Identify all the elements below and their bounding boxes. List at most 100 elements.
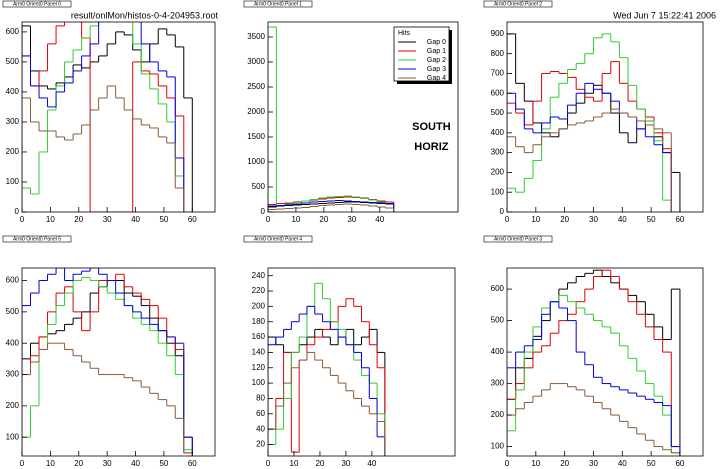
panel-title-box — [483, 235, 553, 243]
legend-label: Gap 4 — [427, 75, 446, 82]
frame — [267, 267, 456, 457]
panel: Arm0 Orient0 Panel 0 0 100 200 300 400 500 600 0… — [2, 0, 216, 224]
y-tick-label: 400 — [491, 347, 505, 356]
y-tick-label: 120 — [252, 363, 266, 372]
y-tick-label: 500 — [6, 57, 20, 66]
x-tick-label: 40 — [367, 459, 376, 468]
x-tick-label: 20 — [74, 459, 83, 468]
x-tick-label: 60 — [188, 459, 197, 468]
y-tick-label: 2500 — [247, 82, 265, 91]
y-tick-label: 3000 — [247, 57, 265, 66]
x-tick-label: 40 — [375, 215, 384, 224]
y-tick-label: 400 — [491, 128, 505, 137]
y-tick-label: 400 — [6, 87, 20, 96]
y-tick-label: 220 — [252, 286, 266, 295]
x-tick-label: 40 — [131, 459, 140, 468]
x-tick-label: 10 — [531, 215, 540, 224]
panel-title-box — [483, 0, 553, 8]
frame — [506, 267, 704, 457]
x-tick-label: 20 — [560, 459, 569, 468]
panel: Arm0 Orient0 Panel 420406080100120140160… — [243, 235, 456, 468]
y-tick-label: 0 — [15, 207, 20, 216]
legend-label: Gap 2 — [427, 57, 446, 64]
y-tick-label: 140 — [252, 348, 266, 357]
y-tick-label: 600 — [491, 284, 505, 293]
x-tick-label: 40 — [618, 459, 627, 468]
y-tick-label: 1000 — [247, 157, 265, 166]
y-tick-label: 100 — [491, 442, 505, 451]
panel-title-box — [243, 235, 313, 243]
y-tick-label: 160 — [252, 332, 266, 341]
x-tick-label: 30 — [103, 215, 112, 224]
x-tick-label: 30 — [589, 215, 598, 224]
y-tick-label: 40 — [256, 424, 265, 433]
x-tick-label: 50 — [159, 215, 168, 224]
y-tick-label: 20 — [256, 440, 265, 449]
legend-box — [393, 26, 450, 82]
annotation: HORIZ — [414, 141, 449, 153]
y-tick-label: 600 — [491, 88, 505, 97]
legend-label: Gap 1 — [427, 48, 446, 55]
legend-title: Hits — [398, 30, 411, 37]
plot-area — [22, 268, 193, 456]
y-tick-label: 2000 — [247, 107, 265, 116]
x-tick-label: 10 — [290, 459, 299, 468]
panel-title: Arm0 Orient0 Panel 2 — [494, 2, 542, 8]
y-tick-label: 500 — [252, 182, 266, 191]
panel-title: Arm0 Orient0 Panel 0 — [13, 2, 61, 8]
y-tick-label: 600 — [6, 276, 20, 285]
y-tick-label: 200 — [6, 147, 20, 156]
x-tick-label: 30 — [589, 459, 598, 468]
y-tick-label: 1500 — [247, 132, 265, 141]
x-tick-label: 50 — [647, 215, 656, 224]
frame — [506, 21, 704, 213]
y-tick-label: 200 — [491, 168, 505, 177]
y-tick-label: 700 — [491, 69, 505, 78]
y-tick-label: 200 — [6, 401, 20, 410]
frame — [21, 267, 216, 457]
y-tick-label: 200 — [491, 410, 505, 419]
y-tick-label: 0 — [261, 207, 266, 216]
y-tick-label: 100 — [6, 177, 20, 186]
x-tick-label: 0 — [505, 215, 510, 224]
panel: Arm0 Orient0 Panel 5 100 200 300 400 500 600 0 1… — [2, 235, 216, 468]
y-tick-label: 500 — [6, 307, 20, 316]
frame — [267, 21, 459, 213]
x-tick-label: 30 — [347, 215, 356, 224]
y-tick-label: 300 — [6, 370, 20, 379]
plot-area — [507, 269, 681, 456]
x-tick-label: 20 — [560, 215, 569, 224]
legend-label: Gap 0 — [427, 39, 446, 46]
y-tick-label: 900 — [491, 29, 505, 38]
panel: Arm0 Orient0 Panel 3 100 200 300 400 500 600 0 1… — [483, 235, 704, 468]
file-name: result/onlMon/histos-0-4-204953.root — [71, 10, 219, 20]
x-tick-label: 20 — [74, 215, 83, 224]
y-tick-label: 400 — [6, 338, 20, 347]
x-tick-label: 60 — [675, 215, 684, 224]
panel-title: Arm0 Orient0 Panel 1 — [254, 2, 302, 8]
x-tick-label: 20 — [315, 459, 324, 468]
x-tick-label: 20 — [319, 215, 328, 224]
panel-title-box — [243, 0, 313, 8]
y-tick-label: 200 — [252, 301, 266, 310]
y-tick-label: 80 — [256, 394, 265, 403]
x-tick-label: 30 — [341, 459, 350, 468]
y-tick-label: 60 — [256, 409, 265, 418]
x-tick-label: 10 — [531, 459, 540, 468]
x-tick-label: 30 — [103, 459, 112, 468]
plot-area — [22, 22, 193, 212]
x-tick-label: 40 — [618, 215, 627, 224]
plot-area — [268, 282, 386, 456]
y-tick-label: 180 — [252, 317, 266, 326]
x-tick-label: 50 — [159, 459, 168, 468]
x-tick-label: 10 — [46, 215, 55, 224]
annotation: SOUTH — [412, 121, 451, 133]
frame — [21, 21, 216, 213]
x-tick-label: 10 — [46, 459, 55, 468]
panel-title: Arm0 Orient0 Panel 4 — [254, 237, 302, 243]
x-tick-label: 40 — [131, 215, 140, 224]
y-tick-label: 3500 — [247, 32, 265, 41]
x-tick-label: 10 — [291, 215, 300, 224]
y-tick-label: 100 — [491, 187, 505, 196]
